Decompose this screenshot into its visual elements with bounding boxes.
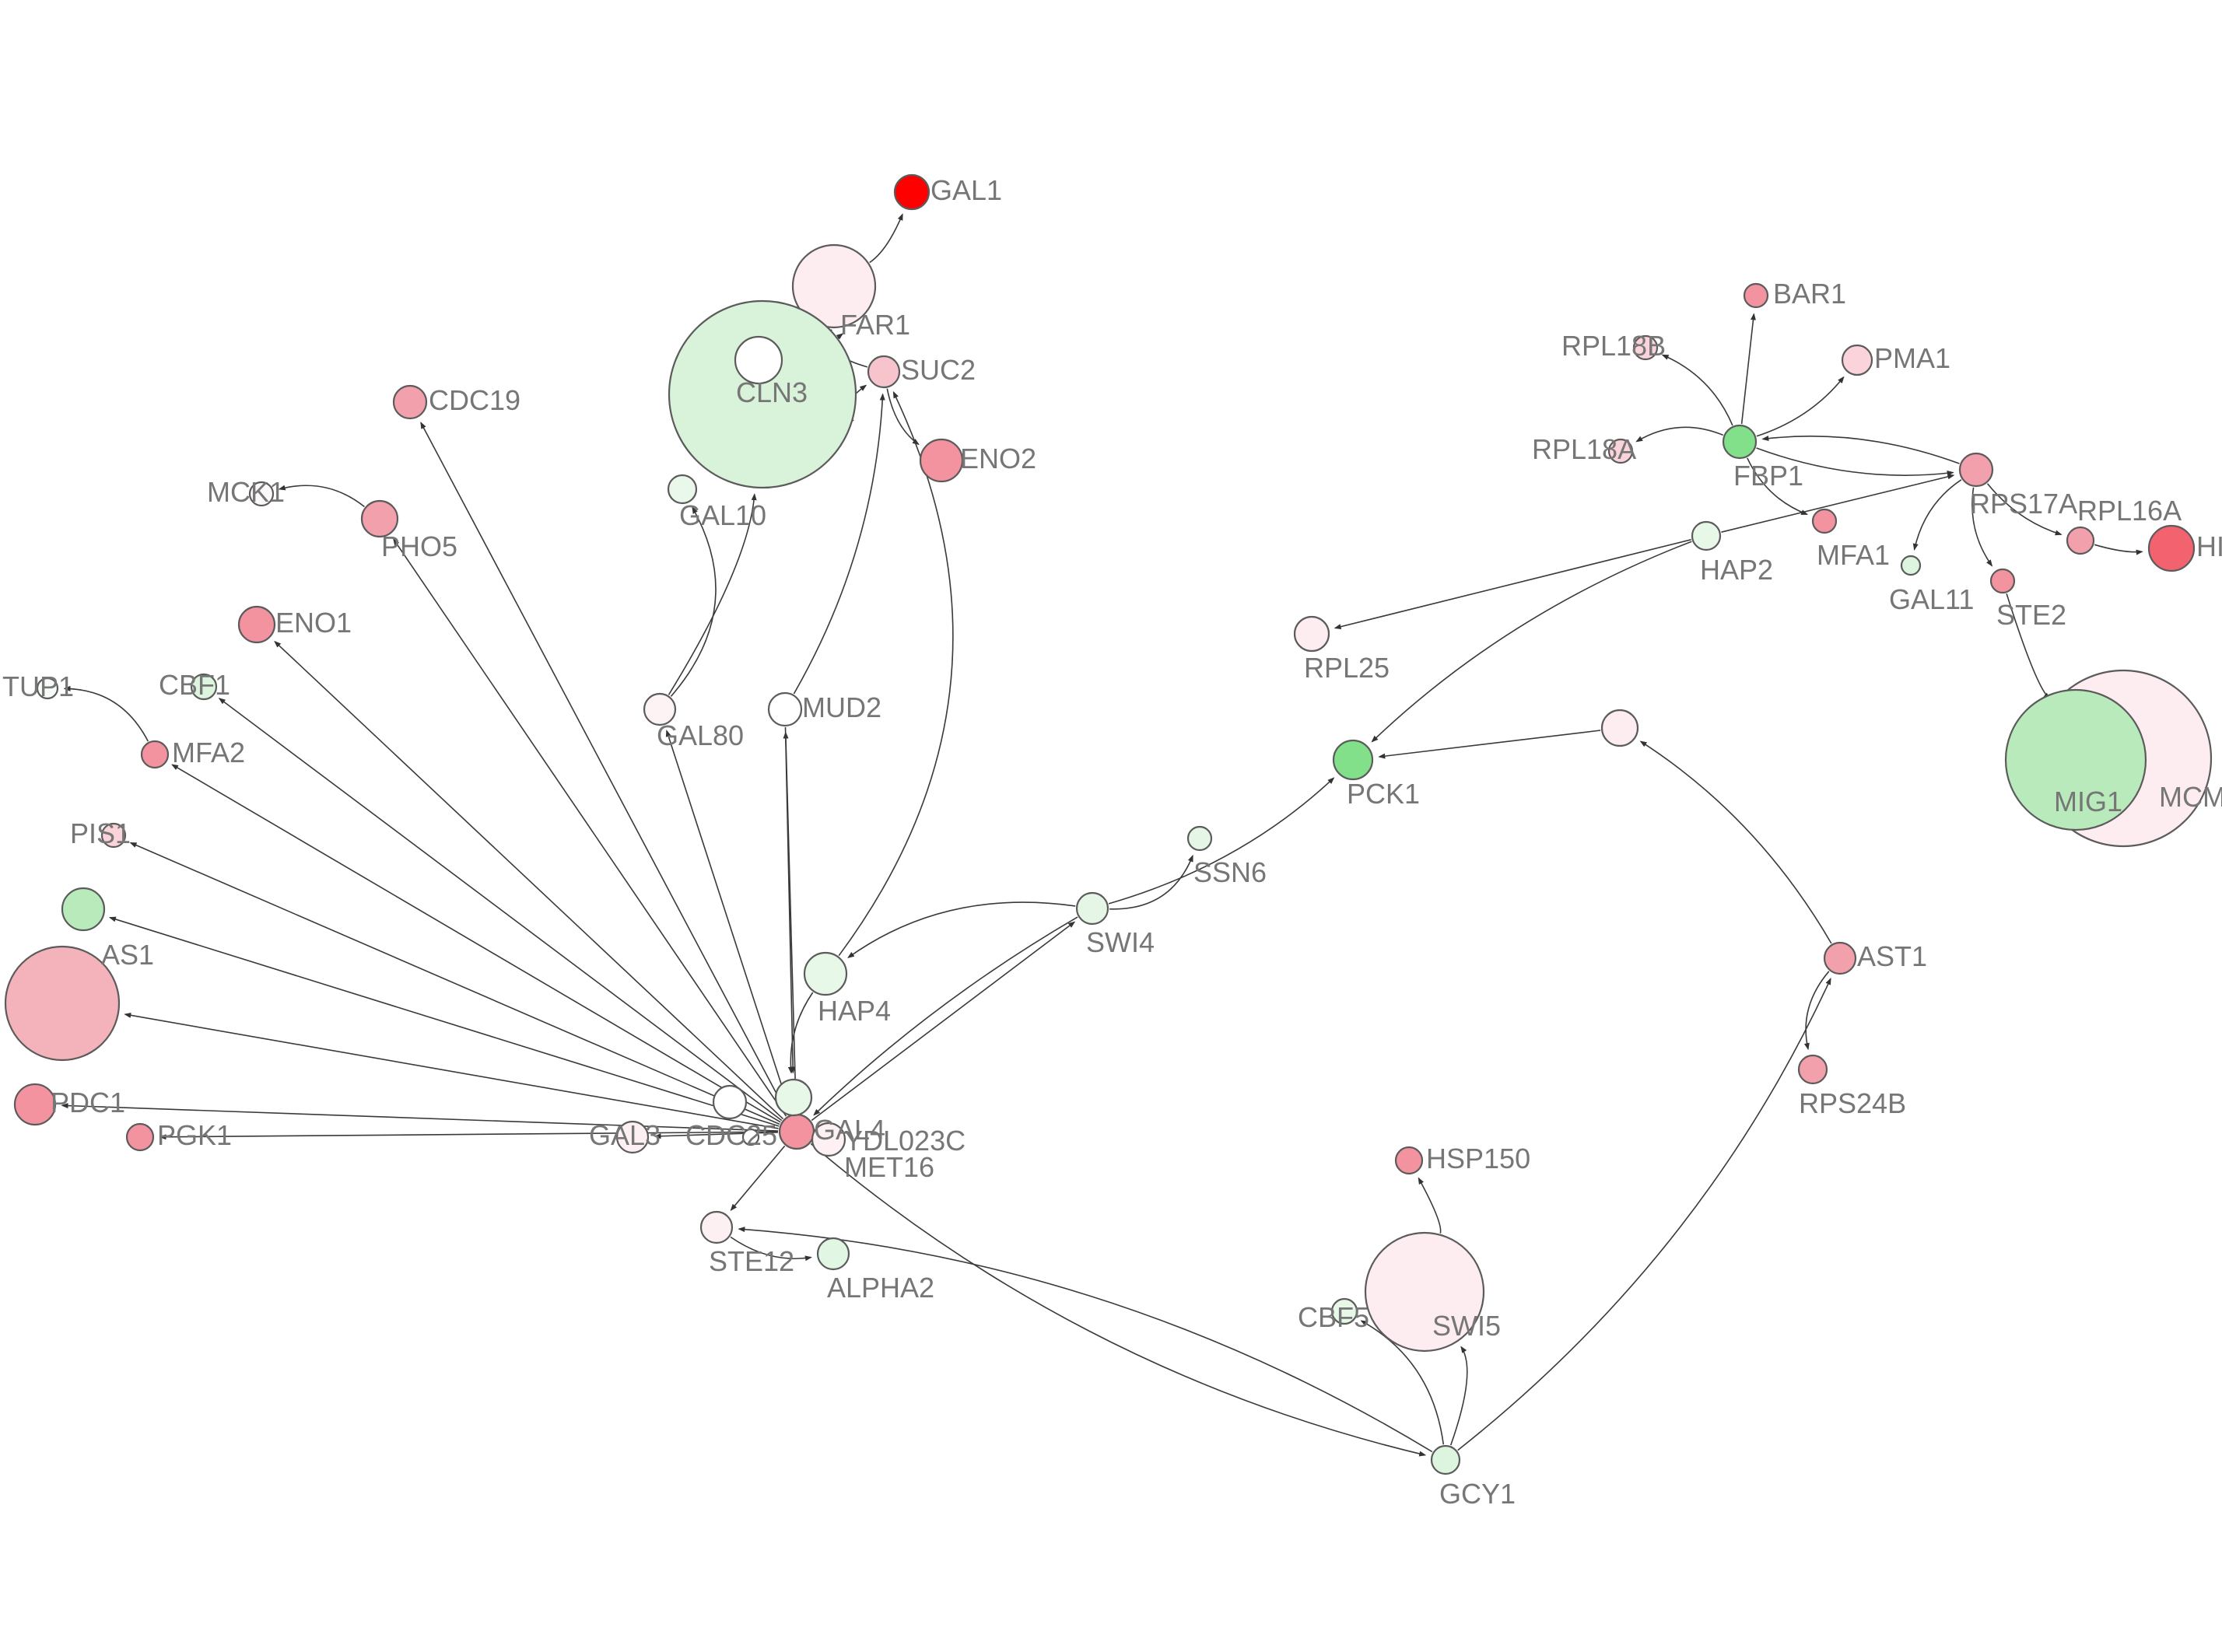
svg-text:TUP1: TUP1 [2, 670, 74, 702]
svg-text:BAR1: BAR1 [1773, 278, 1846, 310]
svg-text:PCK1: PCK1 [1347, 778, 1420, 810]
svg-text:SSN6: SSN6 [1193, 856, 1267, 888]
svg-text:PIS1: PIS1 [70, 817, 131, 849]
svg-text:AS1: AS1 [101, 939, 154, 971]
svg-text:PMA1: PMA1 [1874, 342, 1950, 374]
svg-text:RPL16A: RPL16A [2077, 495, 2182, 527]
svg-text:RPS17A: RPS17A [1970, 488, 2077, 520]
svg-text:GAL1: GAL1 [931, 174, 1002, 206]
svg-text:GAL11: GAL11 [1889, 583, 1974, 615]
svg-text:FAR1: FAR1 [840, 309, 910, 341]
svg-text:FBP1: FBP1 [1733, 460, 1803, 492]
svg-text:STE12: STE12 [709, 1245, 794, 1277]
svg-text:ENO2: ENO2 [960, 443, 1036, 474]
svg-text:STE2: STE2 [1996, 599, 2066, 631]
svg-text:HAP2: HAP2 [1700, 554, 1773, 586]
svg-text:HIS4: HIS4 [2196, 530, 2222, 562]
svg-text:GAL3: GAL3 [589, 1119, 661, 1151]
svg-text:MET16: MET16 [844, 1151, 934, 1183]
svg-text:SUC2: SUC2 [901, 354, 976, 386]
svg-text:AST1: AST1 [1857, 940, 1927, 972]
svg-text:MCM1: MCM1 [2159, 781, 2222, 813]
svg-text:SWI5: SWI5 [1432, 1310, 1501, 1342]
svg-text:RPS24B: RPS24B [1799, 1087, 1906, 1119]
svg-text:CDC19: CDC19 [429, 384, 520, 416]
svg-text:MCK1: MCK1 [207, 476, 285, 508]
svg-text:PGK1: PGK1 [157, 1119, 232, 1151]
svg-text:ALPHA2: ALPHA2 [827, 1272, 934, 1304]
svg-text:SWI4: SWI4 [1086, 926, 1155, 958]
svg-text:MIG1: MIG1 [2054, 786, 2122, 817]
svg-text:RPL25: RPL25 [1304, 652, 1390, 684]
svg-text:CLN3: CLN3 [736, 376, 808, 408]
svg-text:MFA2: MFA2 [172, 737, 245, 768]
svg-text:CBF5: CBF5 [1298, 1301, 1369, 1333]
svg-text:MUD2: MUD2 [802, 691, 881, 723]
svg-text:GCY1: GCY1 [1439, 1478, 1516, 1510]
svg-text:HSP150: HSP150 [1426, 1143, 1530, 1174]
svg-text:ENO1: ENO1 [275, 607, 352, 639]
svg-text:GAL10: GAL10 [679, 499, 766, 531]
svg-text:GAL80: GAL80 [657, 719, 744, 751]
svg-text:CDC25: CDC25 [685, 1119, 777, 1151]
svg-text:CBF1: CBF1 [159, 669, 230, 701]
svg-text:HAP4: HAP4 [818, 995, 891, 1027]
svg-text:RPL18B: RPL18B [1561, 330, 1666, 362]
svg-text:PDC1: PDC1 [51, 1087, 125, 1118]
svg-text:PHO5: PHO5 [381, 530, 457, 562]
svg-text:RPL18A: RPL18A [1532, 433, 1636, 465]
svg-text:MFA1: MFA1 [1817, 539, 1890, 571]
